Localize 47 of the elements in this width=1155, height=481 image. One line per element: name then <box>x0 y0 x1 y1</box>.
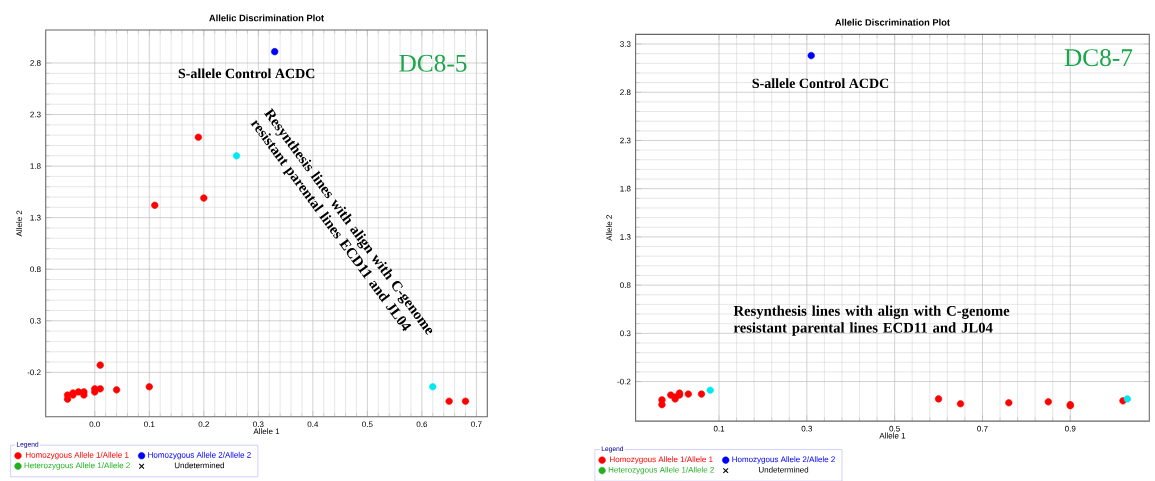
annotation: DC8-5 <box>399 54 467 72</box>
y-tick-label: -0.2 <box>617 378 631 385</box>
x-tick-label: 0.5 <box>362 421 373 427</box>
legend-label: Heterozygous Allele 1/Allele 2 <box>24 462 130 470</box>
x-tick-label: 0.6 <box>416 421 428 427</box>
y-tick-label: 1.3 <box>620 233 631 240</box>
x-tick-label: 0.3 <box>801 425 813 432</box>
legend-label: Undetermined <box>759 466 809 473</box>
legend-label: Heterozygous Allele 1/Allele 2 <box>608 466 714 474</box>
y-tick-label: -0.2 <box>27 369 41 375</box>
annotation: DC8-7 <box>1064 48 1133 66</box>
y-tick-label: 1.3 <box>30 214 41 221</box>
y-axis-title: Allele 2 <box>16 210 23 237</box>
chart-title: Allelic Discrimination Plot <box>209 14 324 22</box>
x-tick-label: 0.1 <box>713 425 725 432</box>
x-tick-label: 0.3 <box>253 421 264 427</box>
annotation: Resynthesis lines with align with C-genome resistant parental lines ECD11 and JL04 <box>733 305 1010 336</box>
x-tick-label: 0.5 <box>889 425 900 432</box>
x-tick-label: 0.7 <box>977 425 988 432</box>
annotation: S-allele Control ACDC <box>178 68 315 79</box>
legend-label: Homozygous Allele 1/Allele 1 <box>610 456 713 464</box>
y-tick-label: 0.3 <box>620 330 631 336</box>
y-tick-label: 2.8 <box>620 89 631 95</box>
y-tick-label: 0.8 <box>620 282 631 288</box>
x-tick-label: 0.1 <box>144 421 155 427</box>
x-tick-label: 0.4 <box>307 421 319 427</box>
y-axis-title: Allele 2 <box>606 214 612 241</box>
x-tick-label: 0.9 <box>1065 425 1076 432</box>
x-tick-label: 0.0 <box>89 421 101 427</box>
y-tick-label: 2.3 <box>620 137 631 144</box>
y-tick-label: 3.3 <box>620 40 631 47</box>
x-axis-title: Allele 1 <box>879 432 906 439</box>
x-tick-label: 0.7 <box>471 421 482 427</box>
y-tick-label: 2.8 <box>30 59 41 66</box>
x-axis-title: Allele 1 <box>253 427 280 434</box>
y-tick-label: 1.8 <box>30 163 41 169</box>
annotation: S-allele Control ACDC <box>752 77 889 88</box>
y-tick-label: 1.8 <box>620 185 631 192</box>
legend-label: Homozygous Allele 2/Allele 2 <box>732 456 835 464</box>
legend-label: Homozygous Allele 2/Allele 2 <box>148 451 251 460</box>
y-tick-label: 0.3 <box>30 317 41 324</box>
x-tick-label: 0.2 <box>198 421 209 427</box>
y-tick-label: 0.8 <box>30 266 41 272</box>
legend-label: Undetermined <box>174 462 225 468</box>
legend-label: Homozygous Allele 1/Allele 1 <box>25 451 129 460</box>
chart-title: Allelic Discrimination Plot <box>835 18 950 26</box>
y-tick-label: 2.3 <box>30 111 41 118</box>
